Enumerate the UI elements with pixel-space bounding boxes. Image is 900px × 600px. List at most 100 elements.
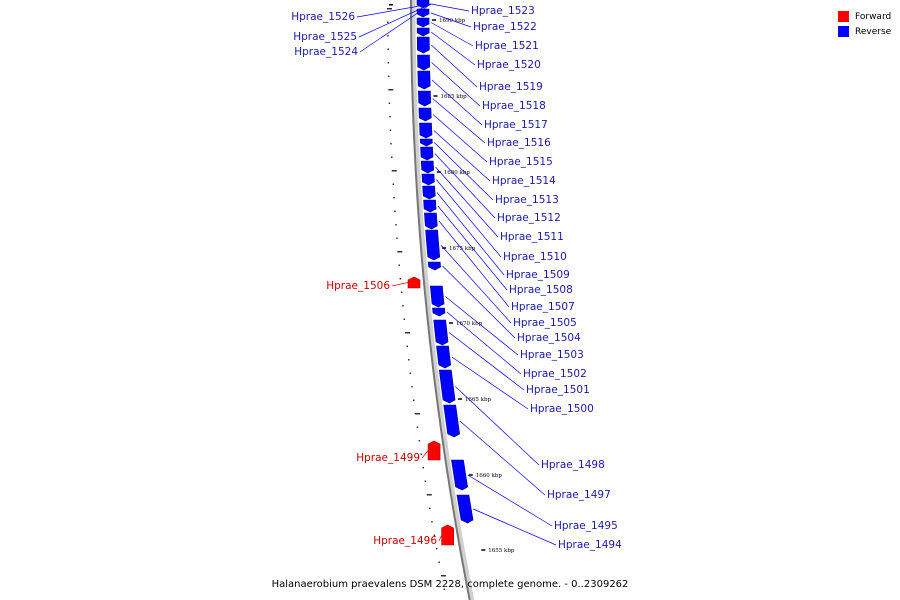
- gene-label[interactable]: Hprae_1513: [495, 194, 559, 206]
- gene-label[interactable]: Hprae_1522: [473, 21, 537, 33]
- reverse-gene[interactable]: [421, 173, 435, 186]
- leader-line: [445, 296, 519, 356]
- gene-label[interactable]: Hprae_1507: [511, 301, 575, 313]
- leader-line: [430, 31, 476, 66]
- scale-dot: [387, 35, 389, 37]
- leader-line: [451, 356, 529, 410]
- gene-label[interactable]: Hprae_1502: [523, 368, 587, 380]
- leader-line: [440, 244, 512, 324]
- gene-label[interactable]: Hprae_1499: [356, 452, 420, 464]
- reverse-gene[interactable]: [417, 70, 431, 90]
- gene-label[interactable]: Hprae_1500: [530, 403, 594, 415]
- reverse-gene[interactable]: [389, 4, 394, 6]
- gene-label[interactable]: Hprae_1495: [554, 520, 618, 532]
- reverse-gene[interactable]: [418, 107, 432, 122]
- gene-label[interactable]: Hprae_1520: [477, 59, 541, 71]
- gene-label[interactable]: Hprae_1506: [326, 280, 390, 292]
- leader-line: [434, 153, 496, 219]
- gene-label[interactable]: Hprae_1505: [513, 317, 577, 329]
- gene-label[interactable]: Hprae_1523: [471, 5, 535, 17]
- scale-dot: [387, 21, 389, 23]
- genome-caption: Halanaerobium praevalens DSM 2228, compl…: [271, 579, 629, 590]
- forward-gene[interactable]: [427, 440, 441, 461]
- gene-label[interactable]: Hprae_1501: [526, 384, 590, 396]
- reverse-gene[interactable]: [436, 345, 452, 369]
- reverse-gene[interactable]: [416, 27, 430, 37]
- gene-label[interactable]: Hprae_1508: [509, 284, 573, 296]
- gene-label[interactable]: Hprae_1510: [503, 251, 567, 263]
- leader-line: [448, 332, 525, 391]
- leader-line: [356, 3, 432, 18]
- reverse-gene[interactable]: [438, 369, 456, 404]
- reverse-gene[interactable]: [419, 138, 433, 147]
- leader-line: [431, 62, 481, 107]
- gene-label[interactable]: Hprae_1498: [541, 459, 605, 471]
- scale-dot: [391, 156, 393, 158]
- reverse-gene[interactable]: [456, 494, 474, 524]
- scale-dot: [388, 102, 391, 104]
- reverse-gene[interactable]: [427, 261, 441, 271]
- reverse-gene[interactable]: [416, 8, 430, 18]
- reverse-gene[interactable]: [451, 459, 468, 491]
- reverse-gene[interactable]: [425, 229, 441, 261]
- reverse-gene[interactable]: [443, 404, 460, 438]
- leader-line: [432, 98, 486, 144]
- scale-dot: [409, 372, 412, 374]
- reverse-gene[interactable]: [423, 199, 437, 213]
- leader-line: [473, 508, 557, 546]
- gene-label[interactable]: Hprae_1503: [520, 349, 584, 361]
- scale-dot: [389, 129, 392, 131]
- leader-line: [436, 179, 502, 258]
- reverse-gene[interactable]: [424, 212, 438, 230]
- forward-swatch: [838, 11, 849, 22]
- reverse-gene[interactable]: [418, 90, 432, 107]
- reverse-gene[interactable]: [433, 319, 449, 346]
- reverse-gene[interactable]: [416, 17, 430, 28]
- ruler-label: 1690 kbp: [439, 18, 466, 24]
- gene-label[interactable]: Hprae_1518: [482, 100, 546, 112]
- reverse-gene[interactable]: [416, 36, 430, 54]
- reverse-gene[interactable]: [419, 122, 433, 139]
- leader-line: [359, 3, 432, 53]
- scale-dots: [387, 8, 446, 590]
- gene-label[interactable]: Hprae_1521: [475, 40, 539, 52]
- gene-label[interactable]: Hprae_1524: [294, 46, 358, 58]
- gene-label[interactable]: Hprae_1516: [487, 137, 551, 149]
- scale-dot: [400, 291, 403, 293]
- gene-label[interactable]: Hprae_1512: [497, 212, 561, 224]
- scale-dot: [426, 494, 432, 496]
- gene-label[interactable]: Hprae_1515: [489, 156, 553, 168]
- scale-dot: [390, 143, 392, 145]
- gene-labels: Hprae_1526 Hprae_1525 Hprae_1524 Hprae_1523…: [291, 3, 622, 551]
- scale-dot: [443, 588, 445, 590]
- reverse-gene[interactable]: [429, 285, 445, 308]
- gene-label[interactable]: Hprae_1497: [547, 489, 611, 501]
- gene-label[interactable]: Hprae_1504: [517, 332, 581, 344]
- leader-line: [430, 3, 470, 12]
- gene-label[interactable]: Hprae_1494: [558, 539, 622, 551]
- leader-line: [391, 282, 409, 287]
- scale-dot: [398, 264, 400, 266]
- gene-label[interactable]: Hprae_1509: [506, 269, 570, 281]
- reverse-gene[interactable]: [417, 54, 431, 71]
- gene-label[interactable]: Hprae_1514: [492, 175, 556, 187]
- gene-label[interactable]: Hprae_1526: [291, 11, 355, 23]
- scale-dot: [406, 345, 408, 347]
- reverse-gene[interactable]: [420, 160, 435, 174]
- forward-gene[interactable]: [441, 524, 454, 546]
- leader-line: [459, 420, 546, 496]
- backbone-shadow: [410, 0, 475, 600]
- gene-label[interactable]: Hprae_1525: [293, 31, 357, 43]
- gene-label[interactable]: Hprae_1511: [500, 231, 564, 243]
- scale-dot: [387, 48, 389, 50]
- leader-line: [358, 3, 432, 38]
- reverse-gene[interactable]: [420, 146, 434, 161]
- gene-label[interactable]: Hprae_1519: [479, 81, 543, 93]
- gene-label[interactable]: Hprae_1517: [484, 119, 548, 131]
- reverse-gene[interactable]: [432, 307, 446, 317]
- gene-label[interactable]: Hprae_1496: [373, 535, 437, 547]
- reverse-gene[interactable]: [422, 185, 436, 200]
- scale-dot: [387, 75, 390, 77]
- forward-gene[interactable]: [407, 276, 421, 289]
